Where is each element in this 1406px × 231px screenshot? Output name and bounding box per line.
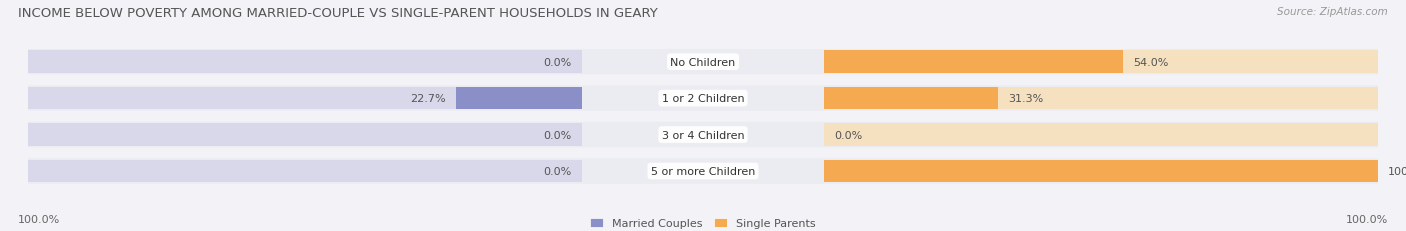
Text: 3 or 4 Children: 3 or 4 Children xyxy=(662,130,744,140)
FancyBboxPatch shape xyxy=(28,87,582,110)
FancyBboxPatch shape xyxy=(824,160,1378,182)
FancyBboxPatch shape xyxy=(824,87,1378,110)
FancyBboxPatch shape xyxy=(824,87,998,110)
Text: 31.3%: 31.3% xyxy=(1008,94,1043,104)
FancyBboxPatch shape xyxy=(824,160,1378,182)
Text: INCOME BELOW POVERTY AMONG MARRIED-COUPLE VS SINGLE-PARENT HOUSEHOLDS IN GEARY: INCOME BELOW POVERTY AMONG MARRIED-COUPL… xyxy=(18,7,658,20)
FancyBboxPatch shape xyxy=(28,50,1378,75)
FancyBboxPatch shape xyxy=(824,124,1378,146)
Text: 0.0%: 0.0% xyxy=(835,130,863,140)
Text: 0.0%: 0.0% xyxy=(543,166,571,176)
Text: 0.0%: 0.0% xyxy=(543,57,571,67)
Text: 100.0%: 100.0% xyxy=(1346,214,1388,224)
Text: 5 or more Children: 5 or more Children xyxy=(651,166,755,176)
Legend: Married Couples, Single Parents: Married Couples, Single Parents xyxy=(586,213,820,231)
FancyBboxPatch shape xyxy=(28,51,582,74)
Text: No Children: No Children xyxy=(671,57,735,67)
Text: 100.0%: 100.0% xyxy=(18,214,60,224)
FancyBboxPatch shape xyxy=(28,86,1378,111)
FancyBboxPatch shape xyxy=(28,160,582,182)
Text: 54.0%: 54.0% xyxy=(1133,57,1168,67)
FancyBboxPatch shape xyxy=(28,124,582,146)
Text: 100.0%: 100.0% xyxy=(1388,166,1406,176)
FancyBboxPatch shape xyxy=(28,122,1378,148)
Text: Source: ZipAtlas.com: Source: ZipAtlas.com xyxy=(1277,7,1388,17)
FancyBboxPatch shape xyxy=(456,87,582,110)
Text: 0.0%: 0.0% xyxy=(543,130,571,140)
Text: 1 or 2 Children: 1 or 2 Children xyxy=(662,94,744,104)
FancyBboxPatch shape xyxy=(824,51,1123,74)
Text: 22.7%: 22.7% xyxy=(411,94,446,104)
FancyBboxPatch shape xyxy=(824,51,1378,74)
FancyBboxPatch shape xyxy=(28,158,1378,184)
